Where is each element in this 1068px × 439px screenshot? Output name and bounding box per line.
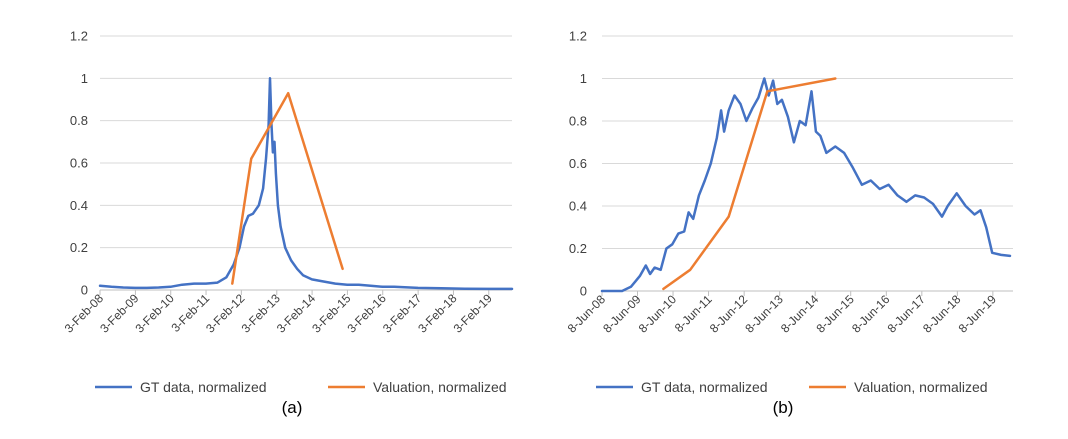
x-tick-label: 8-Jun-10	[636, 292, 680, 336]
series-line-valuation	[231, 91, 344, 285]
y-tick-label: 0.4	[569, 199, 587, 214]
panel-caption: (a)	[282, 398, 303, 417]
x-tick-label: 8-Jun-18	[920, 292, 964, 336]
x-tick-label: 8-Jun-19	[956, 292, 1000, 336]
x-tick-label: 8-Jun-13	[742, 292, 786, 336]
y-tick-label: 0	[580, 284, 587, 299]
x-tick-label: 8-Jun-16	[849, 292, 893, 336]
series-line-gt-data	[600, 77, 1012, 293]
legend-label: GT data, normalized	[641, 379, 768, 395]
legend-label: GT data, normalized	[140, 379, 267, 395]
y-tick-label: 0.6	[569, 156, 587, 171]
x-tick-label: 8-Jun-14	[778, 292, 822, 336]
y-tick-label: 0.4	[70, 198, 88, 213]
series-line-valuation	[662, 77, 837, 291]
x-tick-label: 8-Jun-08	[565, 292, 609, 336]
x-tick-label: 8-Jun-17	[885, 292, 929, 336]
y-tick-label: 1	[81, 71, 88, 86]
y-tick-label: 0.6	[70, 156, 88, 171]
x-tick-label: 8-Jun-12	[707, 292, 751, 336]
y-tick-label: 0	[81, 283, 88, 298]
y-tick-label: 1	[580, 71, 587, 86]
y-tick-label: 1.2	[569, 29, 587, 44]
x-tick-label: 8-Jun-09	[600, 292, 644, 336]
x-tick-label: 3-Feb-19	[451, 291, 496, 336]
y-tick-label: 1.2	[70, 29, 88, 44]
x-tick-label: 3-Feb-10	[133, 291, 178, 336]
y-tick-label: 0.2	[70, 240, 88, 255]
y-tick-label: 0.2	[569, 241, 587, 256]
y-tick-label: 0.8	[569, 114, 587, 129]
legend-label: Valuation, normalized	[373, 379, 507, 395]
panel-caption: (b)	[773, 398, 794, 417]
series-line-gt-data	[98, 77, 514, 291]
x-tick-label: 8-Jun-15	[813, 292, 857, 336]
y-tick-label: 0.8	[70, 113, 88, 128]
legend-label: Valuation, normalized	[854, 379, 988, 395]
